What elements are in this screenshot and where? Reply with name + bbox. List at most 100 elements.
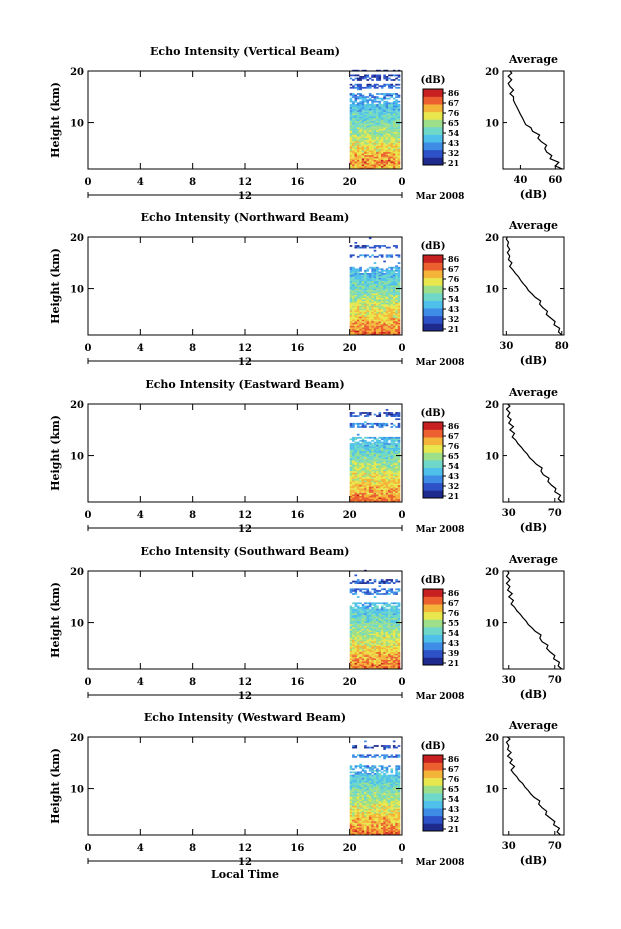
echo-cell [373, 436, 377, 439]
echo-cell [364, 782, 367, 785]
echo-cell [397, 94, 401, 97]
echo-cell [380, 593, 384, 595]
echo-cell [395, 316, 398, 319]
echo-cell [383, 269, 386, 272]
echo-cell [364, 824, 367, 826]
echo-cell [395, 299, 398, 302]
echo-cell [392, 628, 396, 631]
echo-cell [364, 616, 367, 619]
echo-cell [388, 74, 391, 77]
echo-cell [373, 83, 377, 86]
echo-cell [356, 622, 360, 625]
echo-cell [366, 76, 370, 78]
echo-cell [371, 443, 374, 445]
echo-cell [366, 821, 370, 823]
colorbar-swatch [423, 467, 443, 476]
echo-cell [356, 628, 360, 631]
echo-cell [383, 311, 386, 314]
echo-cell [390, 124, 394, 126]
echo-cell [354, 464, 358, 467]
echo-cell [359, 763, 362, 766]
echo-cell [364, 777, 367, 780]
echo-cell [395, 664, 398, 667]
echo-cell [361, 813, 365, 816]
echo-cell [361, 614, 365, 617]
echo-cell [356, 450, 360, 453]
echo-cell [383, 814, 386, 817]
echo-cell [388, 316, 391, 319]
echo-cell [361, 605, 365, 608]
echo-cell [361, 648, 365, 651]
echo-cell [390, 636, 394, 639]
echo-cell [376, 314, 379, 317]
echo-cell [352, 158, 355, 160]
echo-cell [392, 290, 396, 292]
echo-cell [397, 268, 401, 271]
echo-cell [385, 475, 389, 478]
echo-cell [397, 665, 401, 668]
echo-cell [397, 483, 401, 486]
echo-cell [376, 489, 379, 492]
echo-cell [371, 769, 374, 772]
echo-cell [397, 119, 401, 122]
echo-cell [378, 636, 382, 639]
echo-cell [385, 156, 389, 159]
echo-cell [349, 316, 353, 319]
echo-cell [368, 139, 372, 142]
echo-cell [385, 277, 389, 280]
echo-cell [378, 616, 382, 619]
echo-cell [364, 282, 367, 285]
echo-cell [373, 76, 377, 78]
echo-cell [364, 638, 367, 640]
echo-cell [366, 617, 370, 620]
echo-cell [352, 108, 355, 111]
echo-cell [371, 151, 374, 154]
echo-cell [352, 145, 355, 148]
echo-cell [352, 446, 355, 448]
echo-cell [376, 475, 379, 478]
echo-cell [397, 453, 401, 456]
echo-cell [373, 824, 377, 826]
echo-cell [390, 114, 394, 117]
echo-cell [356, 151, 360, 154]
echo-cell [359, 819, 362, 822]
echo-cell [354, 647, 358, 650]
echo-cell [397, 273, 401, 275]
echo-cell [352, 488, 355, 490]
echo-cell [380, 116, 384, 119]
echo-cell [356, 464, 360, 467]
echo-cell [380, 443, 384, 445]
echo-cell [364, 645, 367, 648]
echo-cell [366, 311, 370, 314]
echo-cell [366, 467, 370, 470]
echo-cell [376, 605, 379, 608]
echo-cell [352, 475, 355, 478]
echo-cell [371, 254, 374, 257]
echo-cell [388, 492, 391, 495]
echo-cell [392, 447, 396, 450]
colorbar-frame [422, 254, 444, 332]
echo-cell [359, 103, 362, 106]
echo-cell [376, 324, 379, 326]
echo-cell [349, 787, 353, 789]
echo-cell [371, 495, 374, 498]
echo-cell [364, 124, 367, 126]
echo-cell [395, 491, 398, 493]
echo-cell [364, 611, 367, 614]
echo-cell [390, 279, 394, 281]
echo-cell [364, 142, 367, 145]
echo-cell [364, 246, 367, 249]
echo-cell [366, 83, 370, 86]
echo-cell [371, 310, 374, 312]
echo-cell [356, 156, 360, 159]
echo-cell [368, 477, 372, 479]
echo-cell [364, 634, 367, 637]
echo-cell [373, 622, 377, 625]
echo-cell [366, 286, 370, 289]
echo-cell [361, 800, 365, 803]
echo-cell [397, 150, 401, 153]
x-tick-label: 12 [238, 510, 252, 521]
echo-cell [388, 145, 391, 148]
echo-cell [395, 630, 398, 633]
echo-cell [352, 824, 355, 826]
